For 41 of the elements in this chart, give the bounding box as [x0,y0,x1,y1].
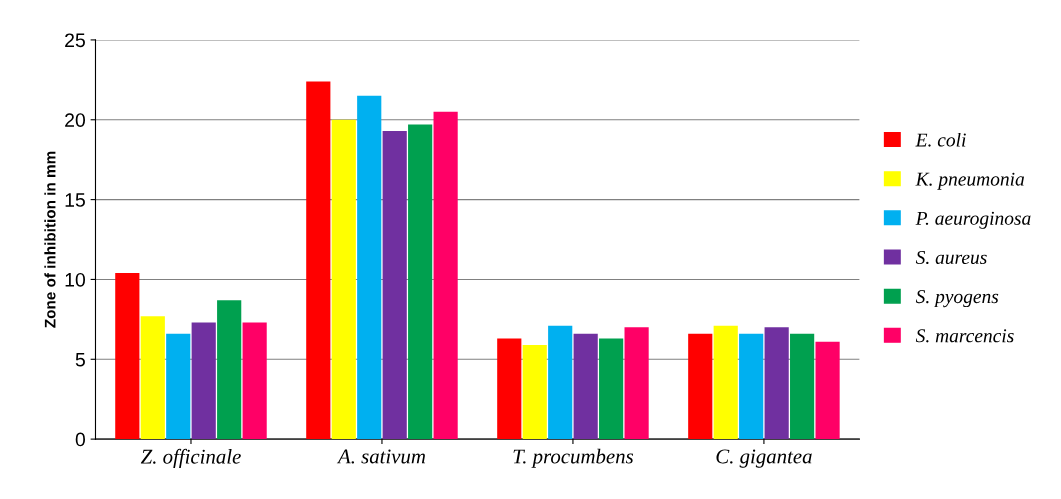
bar [331,119,356,440]
y-tick-label: 20 [65,113,86,127]
bar [739,333,764,440]
x-tick-label: A. sativum [336,449,426,464]
legend-label: S. pyogens [915,290,999,308]
bar [382,130,407,440]
x-tick-label: C. gigantea [716,449,812,468]
bar [191,322,216,440]
y-tick-label: 5 [75,352,85,367]
y-axis-title: Zone of inhibition in mm [44,151,56,328]
y-tick-label: 15 [65,193,85,207]
bar [573,333,598,440]
bar [242,322,267,440]
bar [306,81,331,440]
bar [408,124,433,440]
bar [522,344,547,440]
bar [815,341,840,440]
legend-label: E. coli [915,132,966,147]
legend-label: P. aeuroginosa [915,211,1031,229]
bar [599,338,624,440]
legend-label: K. pneumonia [915,172,1025,190]
legend-label: S. marcencis [915,329,1014,343]
bar [624,327,649,440]
bar [497,338,522,440]
bar [764,327,789,440]
y-tick-label: 10 [65,272,86,287]
bar [548,325,573,440]
bar [166,333,191,440]
bar [357,95,382,440]
bar [140,316,165,440]
bar [115,273,140,440]
bar [790,333,815,440]
bar [217,300,242,440]
bar [713,325,738,440]
bar [433,111,458,440]
y-tick-label: 25 [65,33,85,48]
x-tick-label: T. procumbens [513,448,634,468]
legend-label: S. aureus [915,250,987,265]
bar [688,333,713,440]
y-tick-label: 0 [75,432,86,447]
x-tick-label: Z. officinale [140,448,241,468]
